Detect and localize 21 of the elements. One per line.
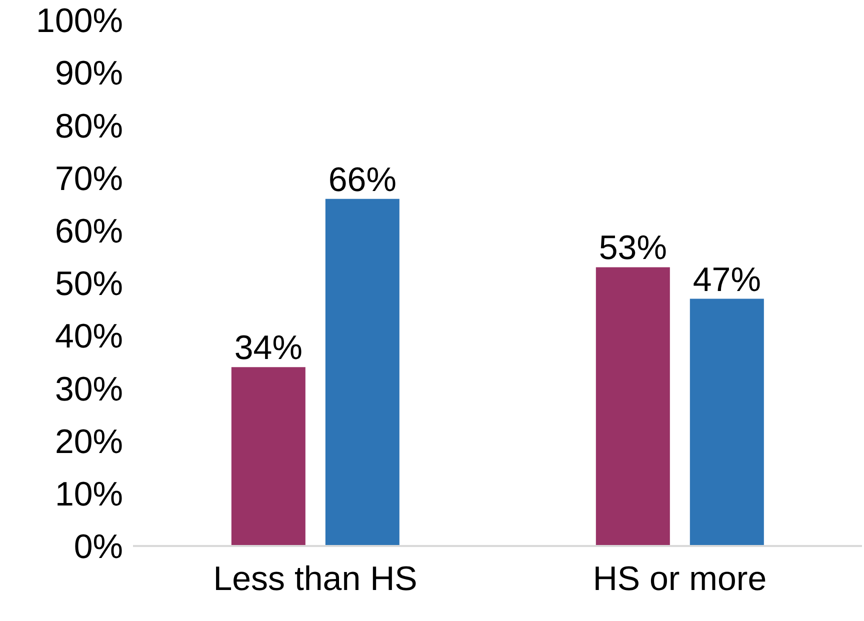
y-tick-label: 20% — [54, 422, 123, 461]
y-tick-label: 80% — [54, 107, 123, 146]
bar — [690, 298, 764, 546]
bar — [325, 198, 400, 546]
x-tick-label: HS or more — [592, 560, 767, 598]
data-label: 34% — [234, 329, 302, 368]
y-tick-label: 10% — [54, 475, 123, 514]
data-label: 66% — [328, 160, 396, 199]
bar — [231, 367, 306, 546]
y-tick-label: 0% — [74, 528, 123, 566]
data-label: 53% — [598, 229, 667, 268]
y-tick-label: 90% — [54, 54, 123, 93]
bar — [596, 267, 670, 546]
x-tick-label: Less than HS — [213, 560, 418, 598]
data-label: 47% — [692, 260, 761, 299]
y-tick-label: 70% — [54, 160, 123, 198]
y-tick-label: 50% — [54, 265, 123, 304]
y-tick-label: 100% — [36, 2, 123, 40]
y-tick-label: 30% — [54, 370, 123, 408]
y-tick-label: 60% — [54, 212, 123, 250]
y-tick-label: 40% — [54, 318, 123, 356]
